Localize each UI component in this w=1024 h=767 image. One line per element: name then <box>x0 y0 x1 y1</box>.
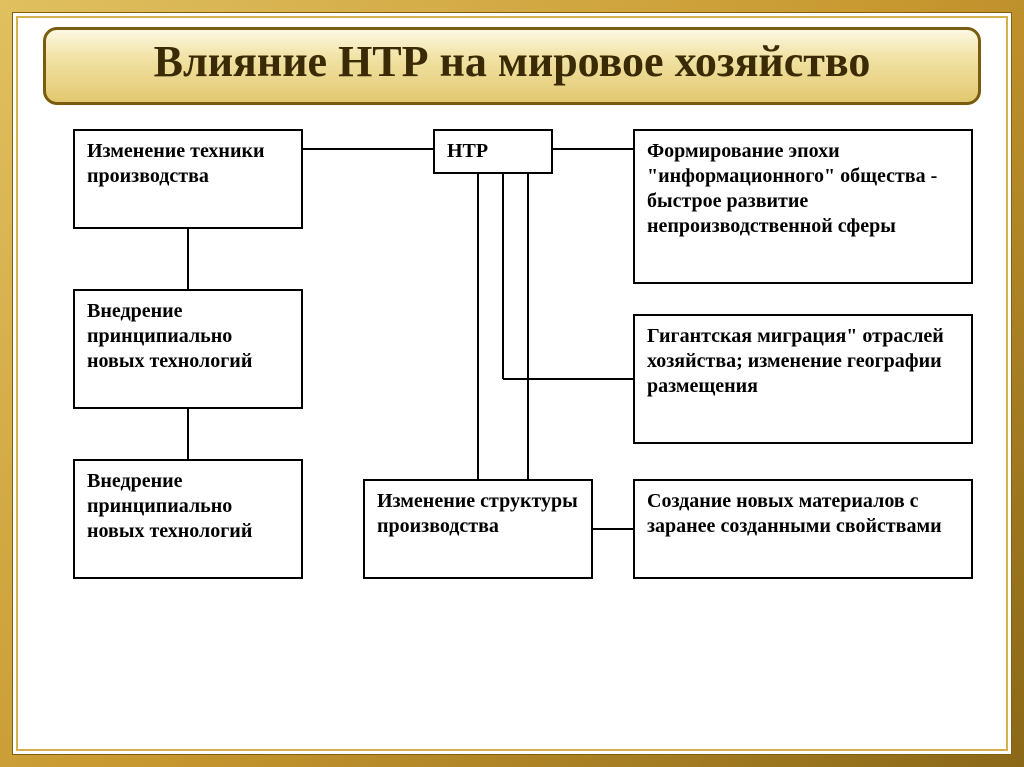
node-structure: Изменение структуры производства <box>363 479 593 579</box>
node-tech-production: Изменение техники производства <box>73 129 303 229</box>
node-ntr: НТР <box>433 129 553 174</box>
node-new-tech-1: Внедрение принципиально новых технологий <box>73 289 303 409</box>
node-migration: Гигантская миграция" отраслей хозяйства;… <box>633 314 973 444</box>
node-new-tech-2: Внедрение принципиально новых технологий <box>73 459 303 579</box>
node-materials: Создание новых материалов с заранее созд… <box>633 479 973 579</box>
node-info-society: Формирование эпохи "информационного" общ… <box>633 129 973 284</box>
slide-title: Влияние НТР на мировое хозяйство <box>66 38 958 86</box>
slide-content: Влияние НТР на мировое хозяйство НТР Изм… <box>12 12 1012 755</box>
title-box: Влияние НТР на мировое хозяйство <box>43 27 981 105</box>
slide-frame: Влияние НТР на мировое хозяйство НТР Изм… <box>0 0 1024 767</box>
diagram-area: НТР Изменение техники производства Внедр… <box>43 119 981 734</box>
